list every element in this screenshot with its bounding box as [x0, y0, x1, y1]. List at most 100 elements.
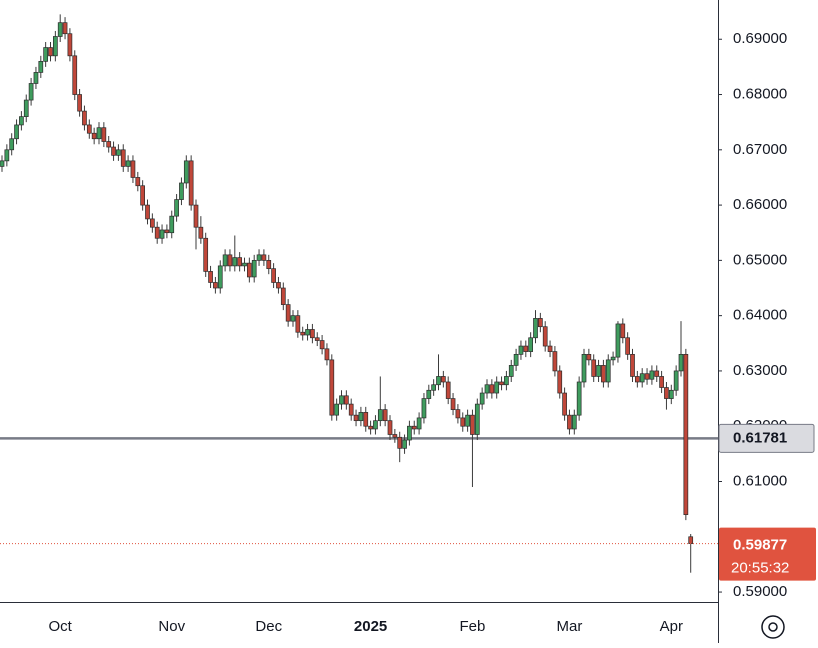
candle-body: [591, 359, 597, 377]
candle-body: [586, 353, 592, 361]
candle-body: [188, 160, 194, 206]
candle-body: [314, 337, 320, 341]
candle-body: [164, 229, 170, 234]
candle-body: [4, 149, 10, 162]
candle-body: [605, 359, 611, 383]
candle-body: [285, 304, 291, 322]
x-tick-label: 2025: [354, 618, 387, 635]
settings-button[interactable]: [761, 615, 785, 639]
candle-body: [48, 47, 53, 57]
candle-body: [465, 414, 470, 427]
candle-body: [523, 345, 529, 352]
candle-body: [387, 420, 393, 435]
candle-body: [484, 384, 490, 394]
candle-body: [358, 412, 364, 422]
candle-body: [620, 323, 626, 339]
candle-body: [208, 271, 213, 283]
candle-body: [130, 160, 136, 178]
candle-body: [450, 398, 456, 410]
candle-body: [508, 365, 514, 377]
candle-body: [673, 370, 679, 391]
candle-body: [125, 160, 131, 167]
candle-body: [198, 226, 204, 239]
candle-body: [518, 345, 524, 355]
candle-body: [140, 185, 145, 206]
candle-body: [552, 351, 558, 372]
candle-body: [542, 326, 548, 347]
y-tick-label: 0.64000: [733, 307, 787, 324]
candle-body: [407, 425, 412, 441]
candle-body: [610, 356, 616, 361]
settings-icon[interactable]: [761, 615, 785, 639]
candle-body: [547, 345, 553, 352]
candle-body: [266, 260, 272, 270]
candle-body: [14, 124, 19, 140]
candle-body: [213, 282, 218, 289]
candle-body: [494, 381, 500, 394]
candle-body: [0, 160, 5, 167]
x-tick-label: Oct: [49, 618, 73, 635]
candle-body: [373, 420, 378, 430]
candle-body: [169, 215, 175, 234]
candle-body: [242, 262, 247, 267]
candle-body: [625, 337, 631, 355]
candle-body: [353, 414, 359, 422]
candle-body: [38, 61, 44, 73]
candle-body: [348, 403, 354, 416]
candle-body: [567, 414, 572, 430]
candle-body: [441, 376, 446, 383]
candle-body: [256, 254, 262, 261]
candle-body: [86, 124, 92, 134]
candle-body: [251, 260, 257, 278]
candle-body: [305, 329, 310, 336]
candle-body: [232, 257, 238, 267]
last-price-badge: [719, 527, 816, 581]
candle-body: [217, 265, 223, 289]
candle-body: [150, 218, 155, 228]
candle-body: [9, 138, 15, 151]
candle-body: [280, 287, 286, 305]
candle-body: [562, 392, 567, 416]
candle-body: [397, 436, 403, 449]
settings-icon-center[interactable]: [768, 622, 778, 632]
candle-body: [344, 395, 349, 405]
candle-body: [310, 329, 315, 339]
candle-body: [111, 146, 116, 156]
candle-body: [421, 398, 427, 419]
last-price-label: 0.59877: [733, 537, 787, 554]
candle-body: [678, 353, 684, 372]
candle-body: [290, 315, 296, 322]
candle-body: [154, 226, 160, 239]
candle-body: [630, 353, 635, 377]
candle-body: [615, 323, 621, 358]
candle-body: [67, 33, 73, 57]
candle-body: [368, 425, 373, 430]
candle-body: [664, 387, 669, 399]
candle-body: [33, 72, 39, 84]
y-tick-label: 0.63000: [733, 362, 787, 379]
candle-body: [174, 199, 179, 217]
candle-body: [392, 434, 398, 438]
candle-body: [683, 353, 689, 516]
candle-body: [455, 409, 461, 419]
candle-body: [513, 353, 519, 366]
x-tick-label: Nov: [158, 618, 185, 635]
candle-body: [247, 262, 252, 278]
x-tick-label: Feb: [460, 618, 486, 635]
candle-body: [334, 403, 339, 416]
candle-body: [96, 127, 102, 140]
candle-body: [43, 47, 49, 62]
y-tick-label: 0.67000: [733, 141, 787, 158]
candle-body: [460, 417, 466, 427]
candle-body: [271, 268, 276, 283]
candle-body: [504, 376, 509, 386]
candle-body: [596, 365, 601, 377]
candle-body: [295, 315, 301, 333]
candle-body: [145, 204, 150, 220]
candle-body: [91, 132, 97, 140]
candle-body: [363, 412, 369, 427]
candle-body: [537, 318, 543, 328]
y-tick-label: 0.59000: [733, 583, 787, 600]
